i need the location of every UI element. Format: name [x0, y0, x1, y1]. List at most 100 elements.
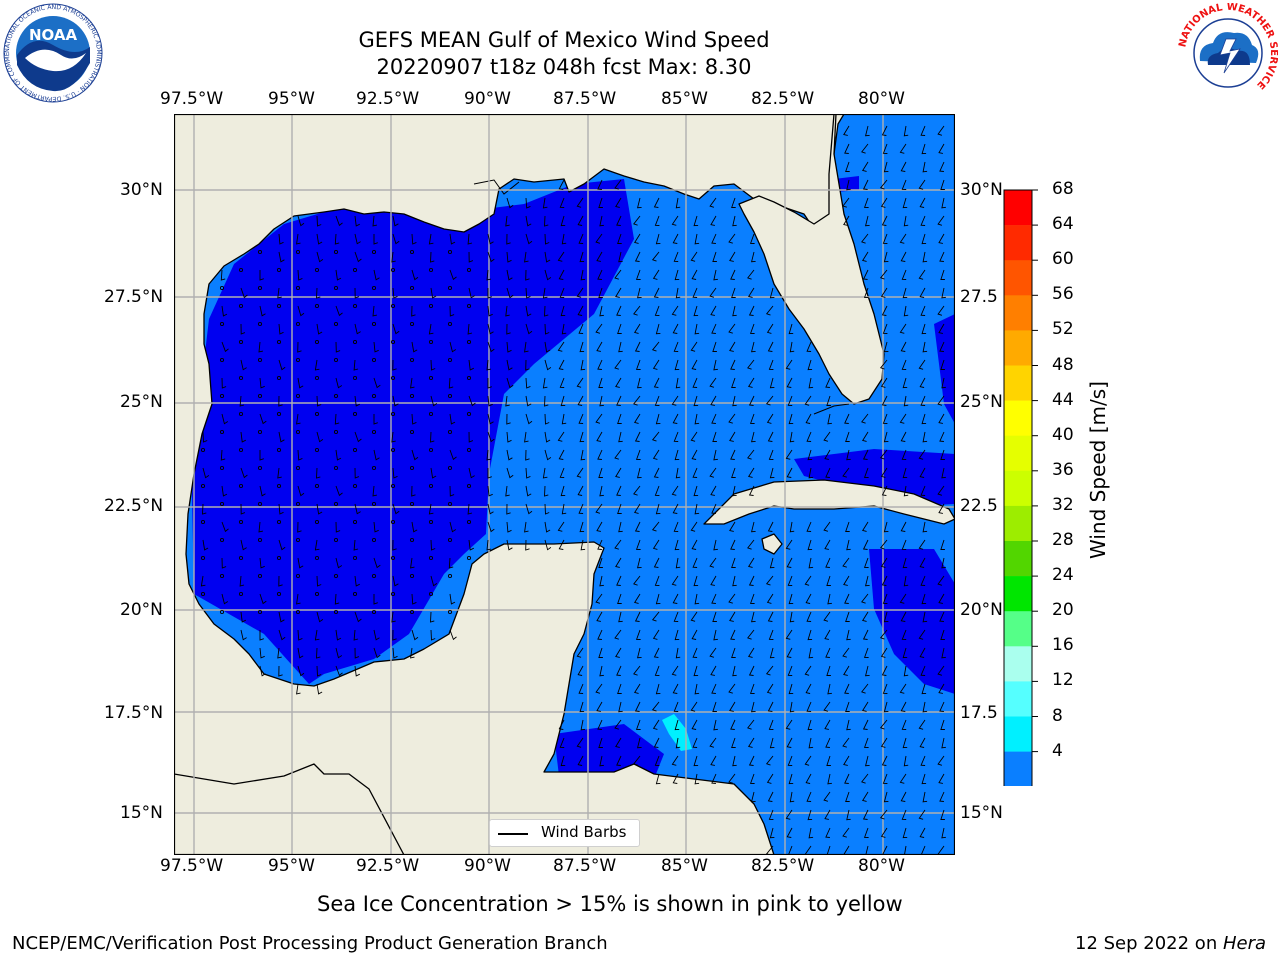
wind-barb [713, 539, 718, 551]
wind-barb [468, 359, 474, 371]
wind-barb [919, 287, 926, 298]
wind-barb [693, 305, 699, 317]
wind-barb [919, 647, 926, 658]
wind-barb [881, 305, 888, 316]
wind-barb [560, 305, 566, 317]
wind-barb [728, 683, 736, 694]
wind-barb [334, 413, 340, 425]
wind-barb [259, 557, 265, 569]
wind-barb [617, 503, 622, 514]
wind-barb [316, 467, 321, 479]
calm-wind-marker [352, 303, 358, 309]
wind-barb [468, 467, 475, 479]
wind-barb [903, 395, 909, 407]
wind-barb [410, 557, 415, 569]
wind-barb [844, 773, 850, 784]
wind-barb [826, 395, 831, 406]
wind-barb [937, 485, 945, 496]
wind-barb [806, 431, 812, 442]
wind-barb [200, 575, 206, 587]
wind-barb [711, 413, 717, 424]
wind-barb [846, 719, 851, 731]
wind-barb [487, 323, 494, 335]
wind-barb [899, 773, 907, 784]
calm-wind-marker [428, 339, 434, 345]
wind-barb [879, 629, 888, 640]
wind-barb [373, 341, 379, 353]
wind-barb [883, 251, 889, 263]
wind-barb [901, 269, 907, 280]
wind-barb [430, 629, 436, 641]
wind-barb [258, 341, 263, 353]
wind-barb [902, 737, 908, 749]
calm-wind-marker [314, 555, 320, 561]
wind-barb [882, 683, 888, 694]
wind-barb [789, 341, 795, 353]
wind-barb [880, 827, 888, 838]
wind-barb [598, 647, 603, 658]
wind-barb [883, 611, 889, 623]
wind-barb [354, 431, 362, 443]
wind-barb [392, 467, 398, 479]
wind-barb [617, 233, 622, 244]
wind-barb [297, 485, 305, 497]
calm-wind-marker [276, 267, 282, 273]
wind-barb [940, 269, 945, 280]
wind-barb [882, 413, 888, 424]
wind-barb [785, 719, 793, 730]
wind-barb [653, 737, 660, 748]
wind-barb [863, 197, 869, 208]
wind-barb [596, 341, 603, 352]
wind-barb [278, 395, 283, 407]
wind-speed-map [174, 114, 955, 855]
calm-wind-marker [428, 555, 434, 561]
colorbar-segment [1004, 681, 1032, 717]
wind-barb [618, 521, 623, 533]
wind-barb [525, 539, 530, 551]
wind-barb [748, 755, 755, 766]
wind-barb [922, 431, 928, 443]
wind-barb [863, 647, 869, 658]
wind-barb [921, 143, 927, 155]
calm-wind-marker [257, 249, 263, 255]
wind-barb [920, 395, 926, 406]
wind-barb [751, 521, 756, 533]
wind-barb [486, 359, 491, 371]
wind-barb [900, 341, 907, 352]
calm-wind-marker [333, 609, 339, 615]
wind-barb [468, 251, 474, 263]
wind-barb [428, 233, 434, 245]
sea-ice-note: Sea Ice Concentration > 15% is shown in … [317, 892, 903, 916]
wind-barb [635, 269, 641, 280]
legend-line-swatch [498, 833, 528, 835]
wind-barb [903, 305, 909, 317]
calm-wind-marker [295, 393, 301, 399]
wind-barb [616, 755, 622, 766]
wind-barb [468, 539, 474, 551]
wind-barb [487, 378, 492, 389]
wind-barb [808, 467, 814, 479]
wind-barb [635, 449, 641, 460]
calm-wind-marker [409, 537, 415, 543]
wind-barb [428, 503, 434, 515]
wind-barb [373, 521, 379, 533]
wind-barb [633, 593, 641, 604]
wind-barb [221, 593, 229, 605]
calm-wind-marker [428, 519, 434, 525]
wind-barb [826, 845, 831, 855]
wind-barb [900, 161, 907, 172]
wind-barb [506, 269, 513, 281]
calm-wind-marker [447, 357, 453, 363]
wind-barb [525, 197, 531, 209]
wind-barb [525, 305, 532, 317]
wind-barb [634, 251, 641, 262]
wind-barb [578, 503, 584, 514]
wind-barb [221, 341, 229, 353]
map-legend: Wind Barbs [489, 819, 640, 847]
wind-barb [846, 629, 851, 641]
wind-barb [825, 377, 831, 388]
noaa-logo: NATIONAL OCEANIC AND ATMOSPHERIC ADMINIS… [3, 3, 103, 103]
wind-barb [732, 395, 737, 407]
calm-wind-marker [371, 321, 377, 327]
wind-barb [615, 557, 622, 568]
